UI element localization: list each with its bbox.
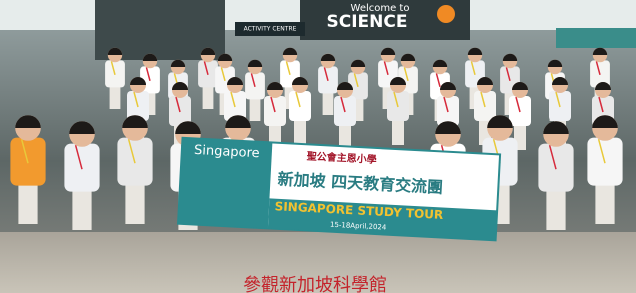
orange-ball bbox=[437, 5, 455, 23]
sign-science: SCIENCE bbox=[327, 12, 408, 32]
caption: 參觀新加坡科學館 bbox=[243, 275, 387, 293]
photo: Welcome to SCIENCE ACTIVITY CENTRE Singa… bbox=[0, 0, 636, 293]
green-sign bbox=[556, 28, 636, 48]
sign-activity: ACTIVITY CENTRE bbox=[244, 26, 297, 33]
banner: Singapore 聖公會主恩小學 新加坡 四天教育交流團 SINGAPORE … bbox=[178, 138, 500, 241]
page: {"signs": {"welcome": "Welcome to", "sci… bbox=[0, 0, 636, 293]
